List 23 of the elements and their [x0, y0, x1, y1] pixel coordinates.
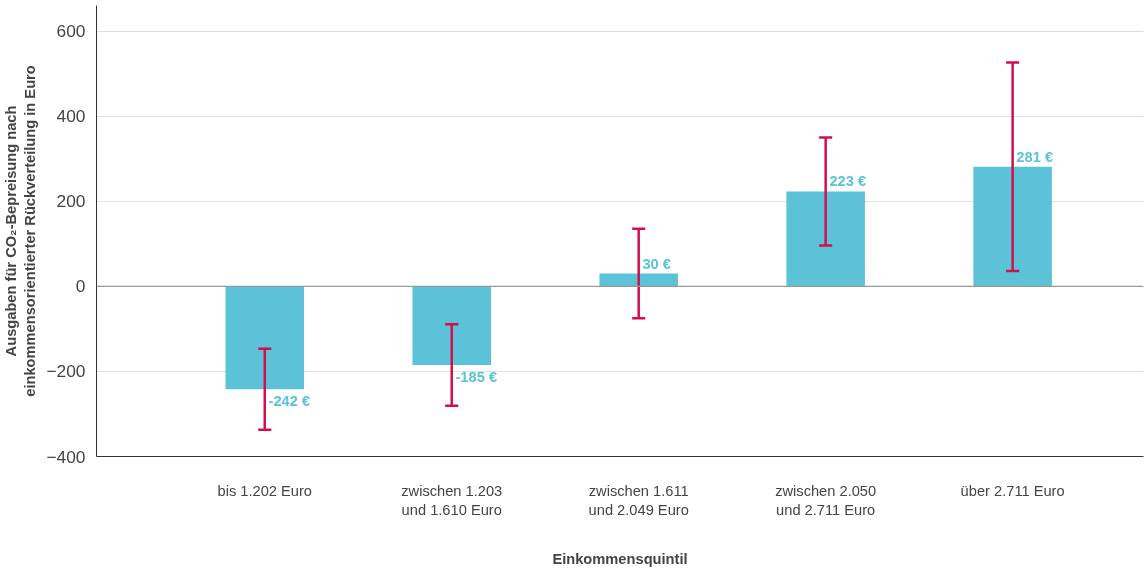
bar	[973, 166, 1052, 287]
x-tick-label: zwischen 2.050 und 2.711 Euro	[775, 482, 877, 518]
data-label: 223 €	[829, 173, 867, 190]
data-label: 30 €	[642, 255, 671, 272]
x-tick-label: zwischen 1.203 und 1.610 Euro	[401, 482, 503, 518]
x-tick-label: zwischen 1.611 und 2.049 Euro	[588, 482, 689, 518]
y-tick-label: −200	[46, 361, 86, 382]
bar	[225, 286, 305, 390]
data-label: -185 €	[455, 369, 498, 386]
y-tick-label: −400	[46, 446, 86, 467]
x-tick-label: bis 1.202 Euro	[217, 482, 313, 499]
bar	[599, 273, 678, 287]
y-axis-title: Ausgaben für CO₂-Bepreisung nach einkommensorientierter Rückverteilung in Euro	[3, 65, 39, 397]
bar	[786, 191, 865, 287]
y-tick-label: 600	[56, 21, 86, 42]
y-tick-label: 0	[75, 276, 86, 297]
x-axis-title: Einkommensquintil	[552, 550, 688, 567]
bar	[412, 286, 491, 366]
y-tick-label: 200	[56, 191, 86, 212]
data-label: -242 €	[268, 393, 311, 410]
data-label: 281 €	[1016, 148, 1054, 165]
y-tick-label: 400	[56, 106, 86, 127]
x-tick-label: über 2.711 Euro	[960, 482, 1065, 499]
